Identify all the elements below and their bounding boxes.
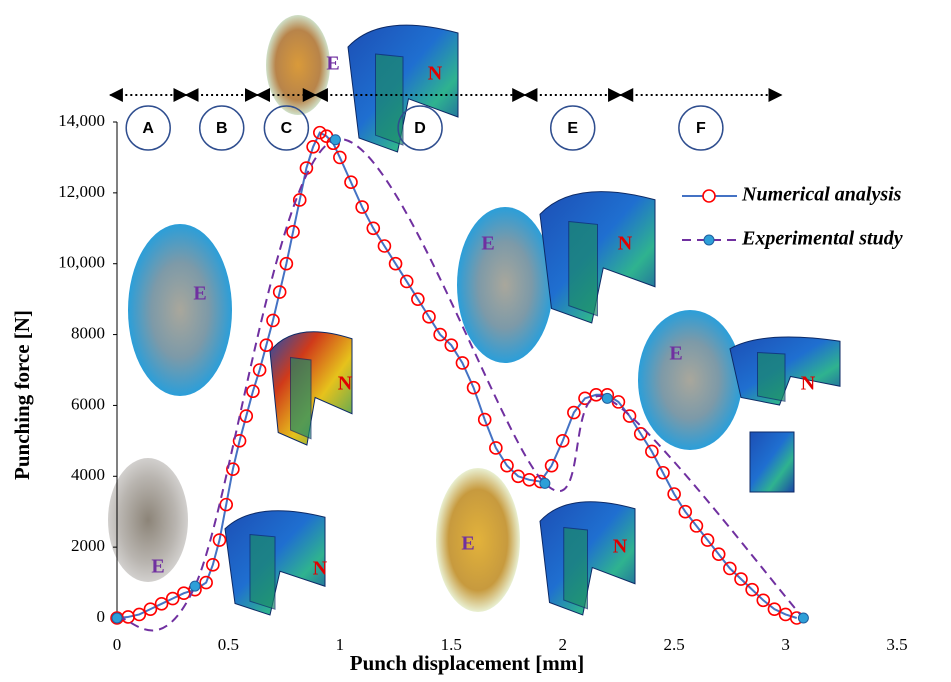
data-point [330, 135, 340, 145]
fe-model-cut [291, 358, 312, 439]
y-tick-label: 10,000 [58, 253, 105, 272]
x-tick-label: 3.5 [886, 635, 907, 654]
photo-label: E [481, 233, 494, 255]
fe-model-cut [250, 535, 275, 610]
specimen-photo [266, 15, 330, 115]
specimen-photo [436, 468, 520, 612]
legend-label: Experimental study [741, 228, 903, 250]
model-label: N [338, 373, 353, 395]
stage-label: C [281, 120, 293, 137]
y-tick-label: 6000 [71, 394, 105, 413]
photo-label: E [326, 53, 339, 75]
y-tick-label: 4000 [71, 465, 105, 484]
model-label: N [313, 558, 328, 580]
data-point [540, 478, 550, 488]
x-tick-label: 0 [113, 635, 122, 654]
x-tick-label: 0.5 [218, 635, 239, 654]
fe-model-cut [569, 222, 598, 316]
model-label: N [618, 233, 633, 255]
model-label: N [428, 63, 443, 85]
specimen-photo [128, 224, 232, 396]
x-axis-title: Punch displacement [mm] [350, 651, 585, 675]
specimen-photo [108, 458, 188, 582]
x-tick-label: 3 [781, 635, 790, 654]
x-tick-label: 2.5 [664, 635, 685, 654]
x-tick-label: 1 [336, 635, 345, 654]
y-tick-label: 12,000 [58, 182, 105, 201]
legend-marker [703, 190, 715, 202]
fe-model-cut [564, 528, 588, 609]
y-tick-label: 2000 [71, 536, 105, 555]
legend-label: Numerical analysis [741, 184, 902, 206]
stage-label: A [142, 120, 154, 137]
stage-label: B [216, 120, 228, 137]
chart: E N E N E N E N E N E N 0 2000 4000 6000 8000 10,000 12,00… [0, 0, 951, 682]
photo-label: E [461, 533, 474, 555]
y-tick-label: 0 [97, 607, 106, 626]
y-tick-label: 8000 [71, 323, 105, 342]
legend-marker [704, 235, 714, 245]
stage-label: F [696, 120, 706, 137]
model-label: N [613, 536, 628, 558]
fe-model-cut [758, 353, 786, 402]
stage-label: E [567, 120, 578, 137]
photo-label: E [669, 343, 682, 365]
y-axis-title: Punching force [N] [10, 310, 34, 480]
stage-label: D [414, 120, 426, 137]
model-label: N [801, 373, 816, 395]
data-point [798, 613, 808, 623]
data-point [602, 393, 612, 403]
data-point [112, 613, 122, 623]
data-point [190, 581, 200, 591]
photo-label: E [151, 556, 164, 578]
photo-label: E [193, 283, 206, 305]
fe-model-small [750, 432, 794, 492]
specimen-photo [638, 310, 742, 450]
insets: E N E N E N E N E N E N [108, 15, 840, 615]
y-tick-label: 14,000 [58, 111, 105, 130]
specimen-photo [457, 207, 553, 363]
